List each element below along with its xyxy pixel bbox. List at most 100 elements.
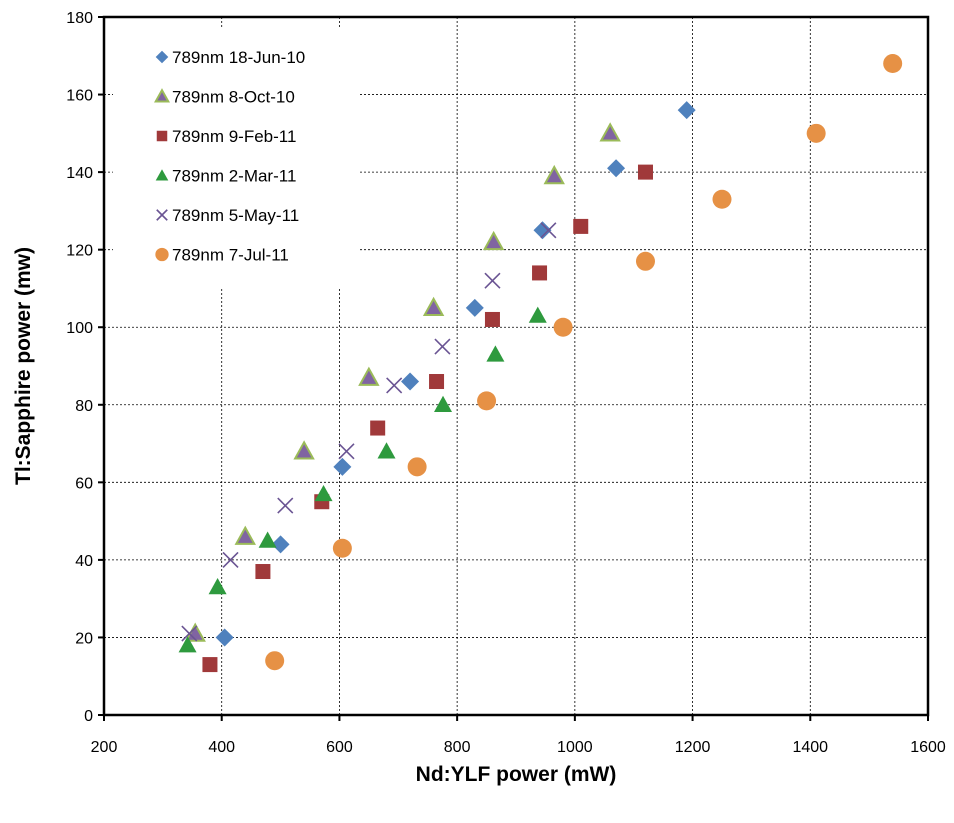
legend-box — [113, 29, 359, 287]
legend-label: 789nm 18-Jun-10 — [172, 48, 305, 67]
data-point — [482, 230, 505, 251]
series-1 — [215, 101, 696, 647]
series-5 — [181, 222, 557, 642]
x-tick-label: 1400 — [792, 739, 828, 756]
y-tick-label: 180 — [66, 10, 93, 27]
data-point — [386, 377, 403, 394]
data-point — [528, 306, 547, 323]
data-point — [434, 395, 453, 412]
x-marker-stroke — [386, 377, 403, 394]
data-point — [573, 218, 589, 234]
data-point — [234, 525, 256, 545]
data-point — [599, 122, 621, 142]
data-point — [271, 535, 290, 554]
data-point — [202, 657, 218, 673]
x-axis-title: Nd:YLF power (mW) — [416, 763, 617, 786]
data-point — [314, 484, 333, 502]
legend-marker — [156, 209, 168, 221]
data-point — [477, 391, 497, 411]
y-tick-label: 80 — [75, 398, 93, 415]
data-point — [208, 578, 227, 595]
y-tick-label: 120 — [66, 243, 93, 260]
legend-marker — [155, 50, 169, 64]
y-tick-label: 100 — [66, 320, 93, 337]
data-point — [358, 366, 380, 386]
x-tick-label: 600 — [326, 739, 353, 756]
series-3 — [202, 164, 653, 673]
x-tick-label: 1000 — [557, 739, 593, 756]
tick-labels: 200 400 600 800 1000 1200 1400 1600 0 20 40 60 80 100… — [66, 10, 946, 756]
legend-item: 789nm 5-May-11 — [156, 206, 299, 225]
data-point — [434, 338, 451, 355]
x-tick-label: 1600 — [910, 739, 946, 756]
data-point — [255, 564, 271, 580]
y-tick-label: 0 — [84, 708, 93, 725]
x-tick-label: 200 — [91, 739, 118, 756]
legend-item: 789nm 18-Jun-10 — [155, 48, 305, 67]
y-axis-title: Tl:Sapphire power (mw) — [12, 247, 35, 485]
data-point — [883, 54, 903, 74]
x-marker-stroke — [277, 497, 294, 514]
x-marker-stroke — [434, 338, 451, 355]
data-point — [607, 159, 626, 178]
data-point — [712, 189, 732, 209]
data-point — [258, 531, 277, 548]
plot-frame — [102, 15, 930, 717]
data-point — [401, 372, 420, 391]
data-point — [540, 222, 557, 239]
legend: 789nm 18-Jun-10 789nm 8-Oct-10 789nm 9-Feb… — [113, 29, 359, 287]
data-point — [338, 443, 355, 460]
data-point — [484, 272, 501, 289]
data-point — [215, 628, 234, 647]
x-marker-stroke — [540, 222, 557, 239]
x-marker-stroke — [484, 272, 501, 289]
x-tick-label: 1200 — [675, 739, 711, 756]
x-tick-label: 800 — [444, 739, 471, 756]
data-point — [422, 296, 445, 317]
axes — [98, 15, 930, 721]
y-tick-label: 140 — [66, 165, 93, 182]
data-point — [181, 625, 198, 642]
data-point — [486, 345, 505, 362]
data-point — [407, 457, 427, 477]
x-tick-label: 400 — [208, 739, 235, 756]
data-point — [484, 311, 500, 327]
data-point — [533, 221, 552, 240]
y-tick-label: 160 — [66, 88, 93, 105]
x-marker-stroke — [181, 625, 198, 642]
legend-marker — [155, 247, 169, 262]
series-6 — [265, 54, 903, 671]
legend-item: 789nm 9-Feb-11 — [156, 127, 296, 146]
y-tick-label: 60 — [75, 475, 93, 492]
data-point — [553, 317, 573, 337]
data-point — [277, 497, 294, 514]
legend-item: 789nm 8-Oct-10 — [154, 88, 295, 107]
data-point — [178, 636, 197, 653]
x-marker-stroke — [156, 209, 168, 221]
data-point — [429, 374, 445, 390]
data-point — [265, 651, 285, 671]
data-point — [377, 442, 396, 459]
data-point — [532, 265, 548, 281]
data-point — [333, 457, 352, 476]
data-point — [637, 164, 653, 180]
legend-label: 789nm 5-May-11 — [172, 206, 299, 225]
data-point — [293, 440, 315, 460]
x-marker-stroke — [338, 443, 355, 460]
series-4 — [178, 306, 547, 653]
legend-label: 789nm 7-Jul-11 — [172, 246, 289, 265]
data-point — [543, 164, 565, 185]
legend-item: 789nm 7-Jul-11 — [155, 246, 289, 265]
legend-label: 789nm 2-Mar-11 — [172, 167, 296, 186]
data-point — [332, 538, 352, 558]
legend-label: 789nm 9-Feb-11 — [172, 127, 296, 146]
data-points — [178, 54, 903, 673]
data-point — [465, 298, 484, 317]
data-point — [677, 101, 696, 120]
x-marker-stroke — [222, 551, 239, 568]
y-tick-label: 20 — [75, 630, 93, 647]
data-point — [222, 551, 239, 568]
data-point — [370, 420, 386, 436]
